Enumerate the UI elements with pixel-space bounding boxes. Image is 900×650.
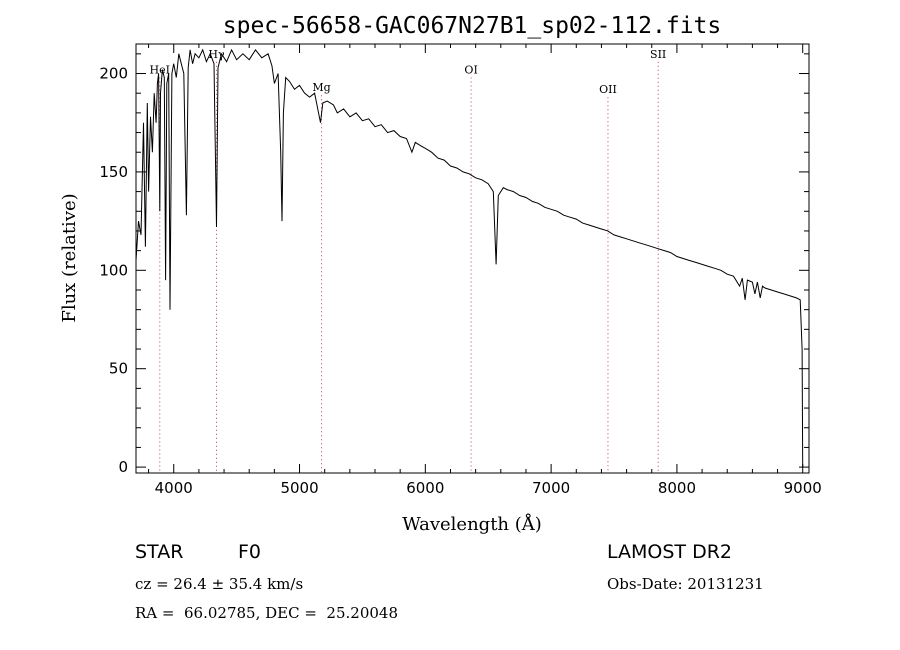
survey-name: LAMOST DR2 <box>607 541 732 563</box>
marker-label: Mg <box>312 81 330 94</box>
axis-ticks: 4000 5000 6000 7000 8000 9000 0 50 100 150 200 <box>99 44 822 497</box>
marker-label: HeI <box>150 64 170 77</box>
y-tick-label: 200 <box>99 65 128 83</box>
plot-frame <box>135 43 810 474</box>
marker-label: SII <box>650 48 666 61</box>
marker-label: OII <box>599 83 617 96</box>
object-subclass: F0 <box>238 541 262 563</box>
redshift-text: cz = 26.4 ± 35.4 km/s <box>135 575 304 593</box>
x-tick-label: 4000 <box>155 479 193 497</box>
x-tick-label: 7000 <box>532 479 570 497</box>
marker-label: OI <box>464 64 477 77</box>
x-tick-label: 8000 <box>658 479 696 497</box>
y-tick-label: 50 <box>109 360 128 378</box>
chart-title: spec-56658-GAC067N27B1_sp02-112.fits <box>223 13 722 39</box>
x-tick-label: 6000 <box>406 479 444 497</box>
y-tick-label: 0 <box>118 458 128 476</box>
object-class: STAR <box>135 541 184 563</box>
spectrum-line <box>135 48 804 468</box>
x-tick-label: 5000 <box>280 479 318 497</box>
y-axis-label: Flux (relative) <box>59 193 80 322</box>
coordinates-text: RA = 66.02785, DEC = 25.20048 <box>135 604 399 622</box>
obs-date-text: Obs-Date: 20131231 <box>607 575 764 593</box>
x-axis-label: Wavelength (Å) <box>402 513 542 535</box>
y-tick-label: 100 <box>99 261 128 279</box>
y-tick-label: 150 <box>99 163 128 181</box>
x-tick-label: 9000 <box>784 479 822 497</box>
